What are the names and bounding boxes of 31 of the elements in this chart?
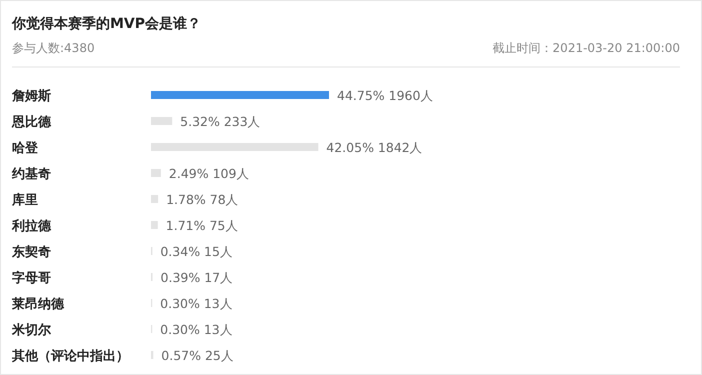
y-tick-label: 莱昂纳德: [11, 297, 65, 312]
data-label: 2.49% 109人: [168, 166, 250, 181]
bar: [151, 117, 172, 125]
y-tick-label: 字母哥: [12, 270, 51, 286]
text: 参与人数:4380: [12, 41, 95, 55]
y-tick-label: 恩比德: [11, 115, 52, 130]
bar: [151, 143, 318, 151]
bar: [151, 195, 158, 203]
data-label: 44.75% 1960人: [337, 88, 434, 103]
data-label: 0.34% 15人: [160, 244, 233, 259]
data-label: 0.39% 17人: [160, 270, 234, 285]
data-label: 5.32% 233人: [180, 114, 261, 129]
chart-title: 你觉得本赛季的MVP会是谁？: [11, 15, 202, 32]
y-tick-label: 詹姆斯: [11, 89, 51, 104]
bar: [151, 169, 161, 177]
data-label: 1.71% 75人: [166, 218, 238, 233]
y-tick-label: 利拉德: [11, 218, 52, 234]
data-label: 0.30% 13人: [160, 322, 233, 337]
y-tick-label: 库里: [11, 192, 38, 208]
bar: [151, 91, 329, 99]
data-label: 1.78% 78人: [166, 192, 239, 207]
text: 截止时间：2021-03-20 21:00:00: [492, 41, 680, 55]
y-tick-label: 米切尔: [11, 323, 52, 338]
y-tick-label: 约基奇: [11, 167, 51, 182]
y-tick-label: 哈登: [12, 141, 39, 156]
y-tick-label: 东契奇: [11, 244, 51, 260]
data-label: 0.30% 13人: [160, 296, 233, 311]
y-tick-label: 其他（评论中指出）: [11, 349, 129, 364]
bar: [151, 221, 158, 229]
data-label: 0.57% 25人: [161, 348, 234, 363]
data-label: 42.05% 1842人: [326, 140, 423, 155]
